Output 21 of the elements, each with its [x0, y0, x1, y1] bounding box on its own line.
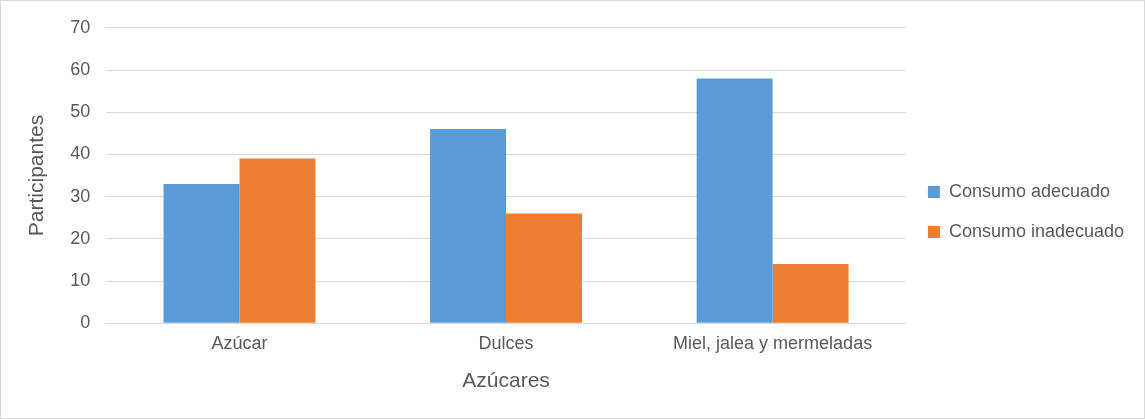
y-axis-title: Participantes — [24, 114, 48, 237]
x-tick-label: Miel, jalea y mermeladas — [673, 332, 873, 353]
x-tick-label: Dulces — [478, 332, 534, 353]
bar — [239, 158, 316, 323]
bar — [506, 213, 583, 323]
bar — [163, 183, 240, 323]
legend-label: Consumo inadecuado — [948, 220, 1124, 241]
y-tick-label: 40 — [70, 143, 91, 164]
bar — [430, 129, 507, 323]
y-tick-label: 50 — [70, 101, 91, 122]
legend-label: Consumo adecuado — [948, 180, 1110, 201]
y-tick-label: 10 — [70, 269, 91, 290]
y-tick-label: 20 — [70, 227, 91, 248]
y-tick-label: 30 — [70, 185, 91, 206]
y-tick-label: 70 — [70, 16, 91, 37]
x-axis-title: Azúcares — [462, 368, 550, 392]
bar — [696, 78, 773, 323]
bar — [772, 264, 849, 323]
y-tick-label: 60 — [70, 58, 91, 79]
y-tick-label: 0 — [80, 312, 91, 333]
x-tick-label: Azúcar — [211, 332, 268, 353]
